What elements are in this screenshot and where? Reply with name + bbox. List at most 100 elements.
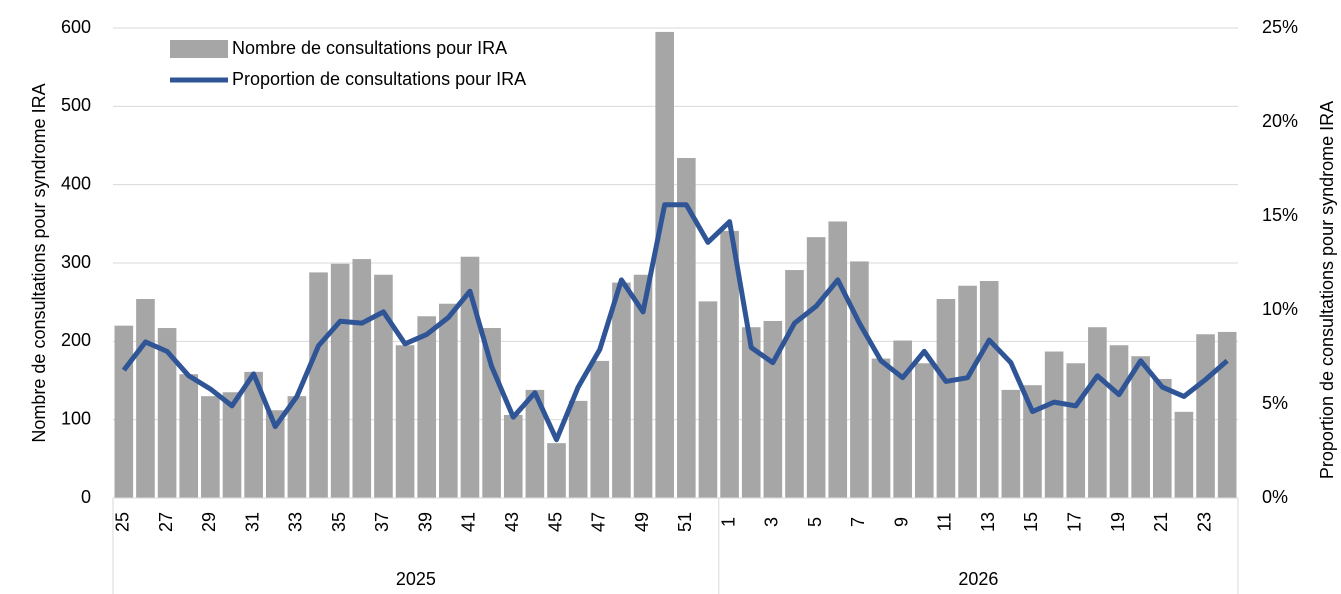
x-tick-label: 27: [156, 512, 176, 532]
y-tick-label: 200: [61, 330, 91, 350]
x-tick-label: 17: [1064, 512, 1084, 532]
y2-tick-label: 0%: [1262, 487, 1288, 507]
x-tick-label: 35: [329, 512, 349, 532]
bar: [287, 396, 307, 498]
y-tick-label: 300: [61, 252, 91, 272]
bar: [936, 299, 956, 498]
y2-axis-title: Proportion de consultations pour syndrom…: [1317, 101, 1337, 479]
bar: [352, 259, 372, 498]
x-tick-label: 23: [1194, 512, 1214, 532]
bar: [374, 274, 393, 498]
x-tick-label: 7: [848, 517, 868, 527]
bar: [1109, 345, 1129, 498]
x-tick-label: 51: [675, 512, 695, 532]
bar: [395, 345, 415, 498]
bar: [503, 414, 523, 498]
bar: [871, 358, 891, 498]
y2-tick-label: 25%: [1262, 17, 1298, 37]
bar: [1131, 356, 1150, 498]
x-tick-label: 33: [286, 512, 306, 532]
x-tick-label: 21: [1151, 512, 1171, 532]
bar: [655, 31, 674, 499]
bar: [763, 320, 783, 498]
bar: [309, 272, 328, 498]
bar: [460, 256, 480, 498]
y-tick-label: 500: [61, 95, 91, 115]
y2-tick-label: 20%: [1262, 111, 1298, 131]
bar: [914, 363, 934, 498]
bar: [850, 261, 869, 498]
legend-swatch: [170, 40, 228, 58]
y-tick-label: 0: [81, 487, 91, 507]
x-tick-label: 19: [1108, 512, 1128, 532]
bar: [1023, 385, 1042, 498]
bar: [1088, 327, 1107, 498]
bar: [179, 374, 199, 498]
bar: [785, 270, 804, 498]
bar: [136, 299, 155, 498]
x-tick-label: 25: [113, 512, 133, 532]
x-tick-label: 29: [199, 512, 219, 532]
bar: [330, 263, 350, 498]
x-tick-label: 39: [415, 512, 435, 532]
bar: [741, 327, 761, 498]
y2-tick-label: 5%: [1262, 393, 1288, 413]
y2-tick-label: 10%: [1262, 299, 1298, 319]
bar: [222, 392, 242, 498]
bar: [568, 400, 588, 498]
bar: [1217, 331, 1237, 498]
bar: [482, 328, 501, 498]
bar: [1066, 363, 1086, 498]
bar: [114, 325, 134, 498]
bar: [806, 237, 826, 498]
bar: [1196, 334, 1215, 498]
x-tick-label: 3: [762, 517, 782, 527]
x-tick-label: 5: [805, 517, 825, 527]
bar: [1044, 351, 1064, 498]
bar: [828, 221, 848, 498]
bar: [979, 281, 999, 498]
bar: [525, 389, 545, 498]
y2-tick-label: 15%: [1262, 205, 1298, 225]
x-tick-label: 45: [545, 512, 565, 532]
bar: [1174, 411, 1194, 498]
bar: [698, 301, 718, 498]
x-tick-label: 11: [935, 513, 955, 532]
y-axis-title: Nombre de consultations pour syndrome IR…: [29, 83, 49, 442]
x-tick-label: 43: [502, 512, 522, 532]
x-tick-label: 9: [891, 517, 911, 527]
bar: [1001, 389, 1021, 498]
bar: [612, 282, 631, 498]
legend-label: Nombre de consultations pour IRA: [232, 38, 507, 58]
bar: [590, 360, 610, 498]
x-tick-label: 49: [632, 512, 652, 532]
bar: [958, 285, 977, 498]
x-tick-label: 15: [1021, 512, 1041, 532]
bar: [417, 316, 437, 498]
x-tick-label: 37: [372, 512, 392, 532]
x-tick-label: 47: [589, 512, 609, 532]
y-tick-label: 100: [61, 408, 91, 428]
bar: [439, 303, 458, 498]
y-tick-label: 400: [61, 173, 91, 193]
legend-label: Proportion de consultations pour IRA: [232, 69, 526, 89]
bar: [157, 328, 177, 498]
bar: [265, 410, 285, 498]
bar: [1152, 378, 1172, 498]
bar: [633, 274, 653, 498]
bar: [244, 371, 263, 498]
bar: [677, 158, 696, 499]
x-tick-label: 13: [978, 512, 998, 532]
x-tick-label: 1: [718, 517, 738, 527]
y-tick-label: 600: [61, 17, 91, 37]
bar: [547, 443, 566, 498]
bar: [201, 396, 220, 498]
bar: [720, 230, 739, 498]
x-tick-label: 41: [459, 512, 479, 532]
line: [121, 202, 1229, 443]
bar: [893, 340, 912, 498]
x-tick-label: 31: [242, 512, 262, 532]
group-label: 2026: [958, 569, 998, 589]
group-label: 2025: [396, 569, 436, 589]
